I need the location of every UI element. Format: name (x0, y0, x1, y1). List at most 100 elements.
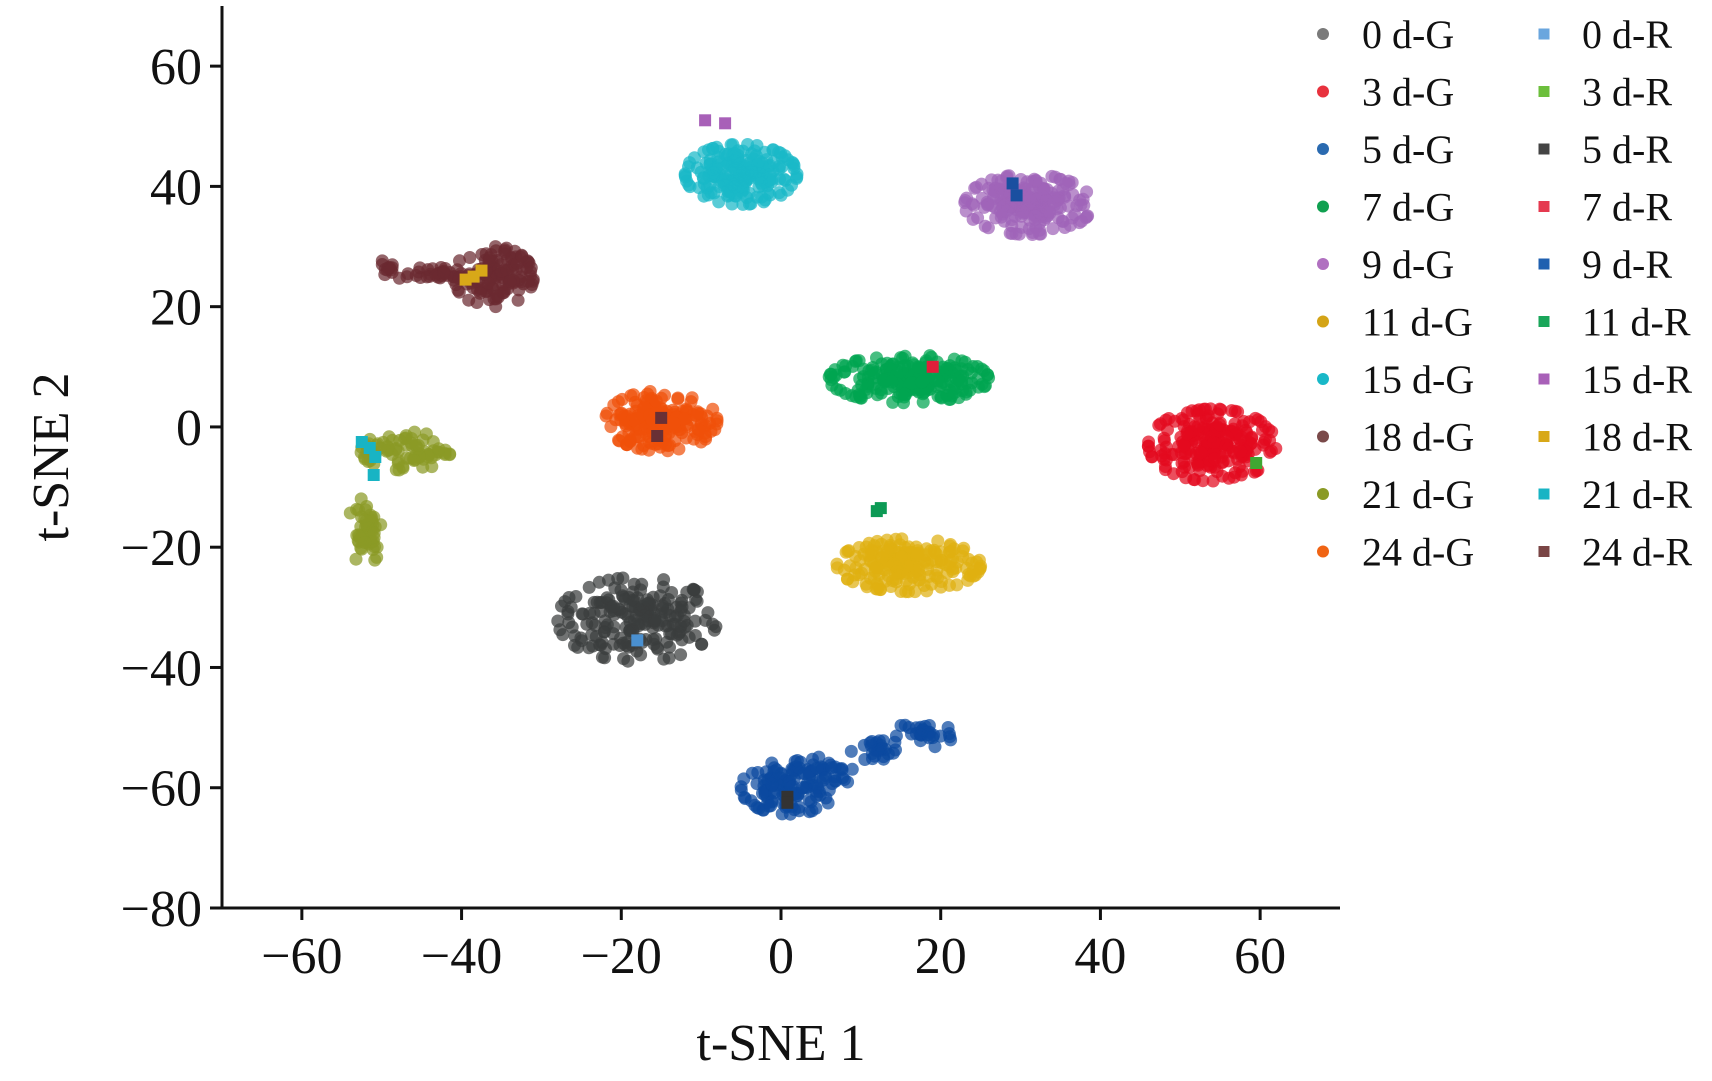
point-7-d-g (915, 375, 929, 389)
point-0-d-g (592, 575, 606, 589)
legend-item-21-d-g: 21 d-G (1317, 472, 1474, 517)
point-0-d-g (650, 641, 664, 655)
y-axis-title: t-SNE 2 (23, 373, 80, 542)
point-9-d-g (1036, 182, 1050, 196)
point-15-d-g (688, 151, 701, 165)
legend-marker-square (1538, 143, 1550, 155)
point-18-d-g (482, 254, 496, 268)
point-3-d-g (1180, 427, 1194, 441)
point-0-d-r (631, 634, 644, 647)
point-9-d-g (1059, 176, 1073, 190)
point-24-d-g (632, 430, 646, 444)
point-0-d-g (657, 573, 671, 587)
point-11-d-g (956, 544, 970, 558)
point-9-d-g (977, 200, 991, 214)
point-7-d-g (959, 385, 973, 399)
point-9-d-g (1042, 204, 1056, 218)
point-9-d-g (1015, 204, 1029, 218)
point-24-d-g (677, 412, 691, 426)
point-3-d-g (1245, 430, 1259, 444)
point-15-d-g (699, 156, 713, 170)
point-0-d-g (677, 608, 691, 622)
point-5-d-g (819, 771, 832, 785)
point-5-d-g (825, 761, 839, 775)
y-tick-label: −60 (121, 761, 202, 818)
legend-marker-square (1538, 431, 1550, 442)
point-5-d-g (775, 807, 789, 821)
point-3-d-g (1155, 449, 1169, 463)
point-24-d-g (679, 402, 693, 416)
point-5-d-g (802, 805, 816, 819)
point-15-d-g (778, 149, 792, 163)
legend-label: 11 d-R (1582, 300, 1691, 345)
point-0-d-g (555, 599, 568, 613)
point-5-d-g (734, 780, 748, 794)
point-24-d-g (671, 391, 685, 405)
legend-label: 18 d-R (1582, 415, 1692, 460)
point-11-d-g (902, 540, 916, 554)
legend-label: 21 d-R (1582, 472, 1692, 517)
point-7-d-g (823, 367, 837, 381)
point-7-d-g (948, 385, 962, 399)
point-24-d-g (624, 389, 638, 403)
point-11-d-g (931, 534, 945, 548)
legend-marker-circle (1317, 488, 1329, 500)
point-15-d-g (712, 180, 726, 193)
point-24-d-g (663, 438, 677, 452)
point-9-d-g (997, 214, 1011, 228)
legend-item-0-d-r: 0 d-R (1538, 12, 1672, 57)
point-0-d-g (674, 648, 688, 662)
point-5-d-g (863, 736, 877, 750)
point-0-d-g (634, 583, 648, 597)
point-21-d-g (393, 433, 407, 447)
point-5-d-g (765, 756, 779, 770)
point-0-d-g (586, 639, 600, 653)
point-5-d-g (764, 799, 778, 813)
point-21-d-g (359, 514, 373, 528)
point-24-d-g (635, 442, 649, 456)
point-9-d-g (1040, 194, 1054, 207)
point-9-d-g (1058, 221, 1072, 234)
legend-label: 24 d-R (1582, 530, 1692, 575)
point-5-d-g (837, 773, 851, 786)
point-3-d-g (1214, 403, 1228, 417)
point-7-d-g (886, 395, 900, 409)
point-5-d-g (942, 727, 956, 741)
point-7-d-g (894, 351, 908, 365)
point-9-d-r (1006, 177, 1019, 190)
x-tick-label: 40 (1074, 928, 1126, 985)
point-0-d-g (598, 621, 612, 634)
point-0-d-g (631, 617, 645, 631)
point-5-d-g (790, 754, 804, 767)
point-7-d-g (947, 352, 961, 366)
y-tick-label: −40 (121, 640, 202, 697)
point-18-d-g (409, 269, 423, 282)
point-3-d-g (1210, 465, 1224, 479)
point-15-d-g (697, 189, 711, 203)
point-5-d-g (902, 721, 916, 734)
point-0-d-g (674, 620, 688, 634)
y-tick-label: 40 (150, 159, 202, 216)
point-7-d-g (955, 374, 968, 388)
point-3-d-g (1264, 444, 1278, 458)
point-21-d-g (389, 463, 403, 477)
point-0-d-g (662, 651, 676, 665)
point-0-d-g (695, 637, 709, 651)
point-0-d-g (709, 620, 723, 634)
legend-label: 3 d-G (1362, 70, 1454, 115)
point-21-d-g (343, 506, 357, 520)
point-3-d-g (1222, 471, 1236, 485)
point-9-d-g (1075, 214, 1089, 228)
legend-marker-square (1538, 316, 1550, 327)
point-15-d-g (773, 159, 786, 173)
point-7-d-g (916, 395, 930, 409)
x-tick-label: 60 (1234, 928, 1286, 985)
x-tick-label: 20 (915, 928, 967, 985)
legend-item-21-d-r: 21 d-R (1538, 472, 1692, 517)
legend-marker-square (1538, 201, 1550, 212)
point-0-d-g (634, 648, 648, 662)
legend-item-18-d-r: 18 d-R (1538, 415, 1692, 460)
point-7-d-r (926, 360, 939, 373)
point-3-d-g (1207, 435, 1221, 449)
